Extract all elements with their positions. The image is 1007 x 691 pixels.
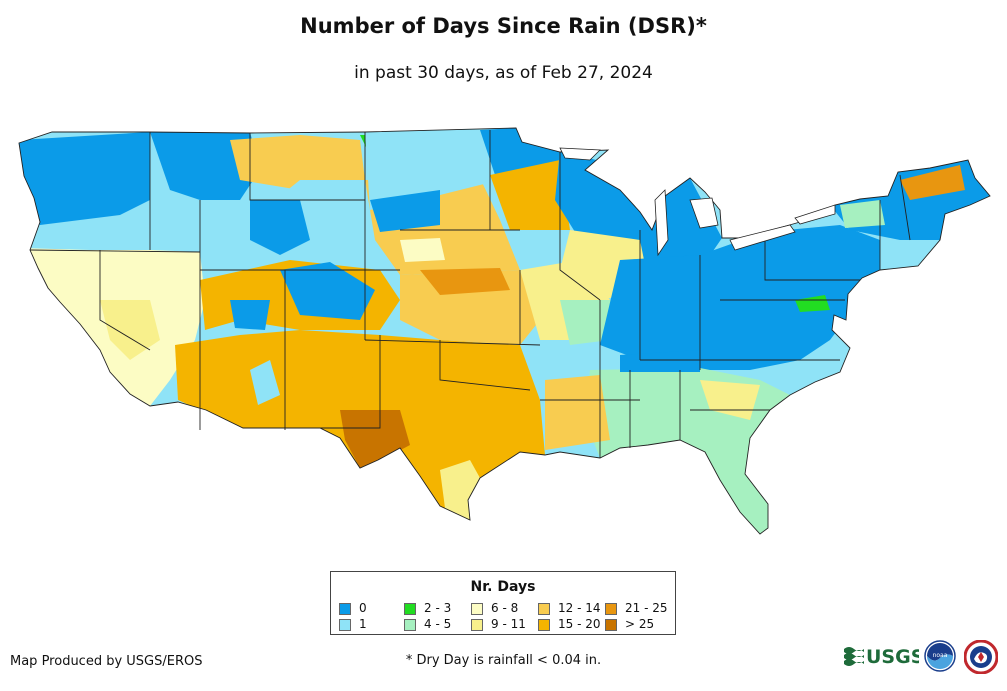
legend-swatch — [538, 619, 550, 631]
legend-swatch — [339, 603, 351, 615]
legend-swatch — [605, 619, 617, 631]
legend-label: 4 - 5 — [424, 617, 451, 631]
legend-label: 0 — [359, 601, 367, 615]
legend-title: Nr. Days — [331, 579, 675, 595]
legend-item-9: > 25 — [605, 617, 654, 631]
nws-logo — [964, 640, 998, 674]
legend-swatch — [471, 603, 483, 615]
legend-label: 21 - 25 — [625, 601, 668, 615]
legend-label: 2 - 3 — [424, 601, 451, 615]
usgs-wordmark: USGS — [866, 646, 919, 668]
legend-swatch — [605, 603, 617, 615]
legend-item-4: 6 - 8 — [471, 601, 518, 615]
noaa-logo: noaa — [924, 640, 956, 672]
legend-swatch — [404, 619, 416, 631]
legend-swatch — [538, 603, 550, 615]
legend-item-1: 1 — [339, 617, 367, 631]
usgs-logo: USGS — [843, 643, 919, 669]
legend-label: 6 - 8 — [491, 601, 518, 615]
legend-label: 1 — [359, 617, 367, 631]
legend: Nr. Days 0 1 2 - 3 4 - 5 6 - 8 9 - 11 12… — [330, 571, 676, 635]
legend-item-2: 2 - 3 — [404, 601, 451, 615]
legend-item-8: 21 - 25 — [605, 601, 668, 615]
noaa-wordmark: noaa — [933, 652, 948, 659]
legend-item-0: 0 — [339, 601, 367, 615]
legend-item-3: 4 - 5 — [404, 617, 451, 631]
legend-item-6: 12 - 14 — [538, 601, 601, 615]
legend-swatch — [404, 603, 416, 615]
legend-label: 12 - 14 — [558, 601, 601, 615]
legend-swatch — [339, 619, 351, 631]
legend-item-7: 15 - 20 — [538, 617, 601, 631]
legend-swatch — [471, 619, 483, 631]
legend-item-5: 9 - 11 — [471, 617, 526, 631]
legend-label: 15 - 20 — [558, 617, 601, 631]
legend-label: 9 - 11 — [491, 617, 526, 631]
legend-label: > 25 — [625, 617, 654, 631]
